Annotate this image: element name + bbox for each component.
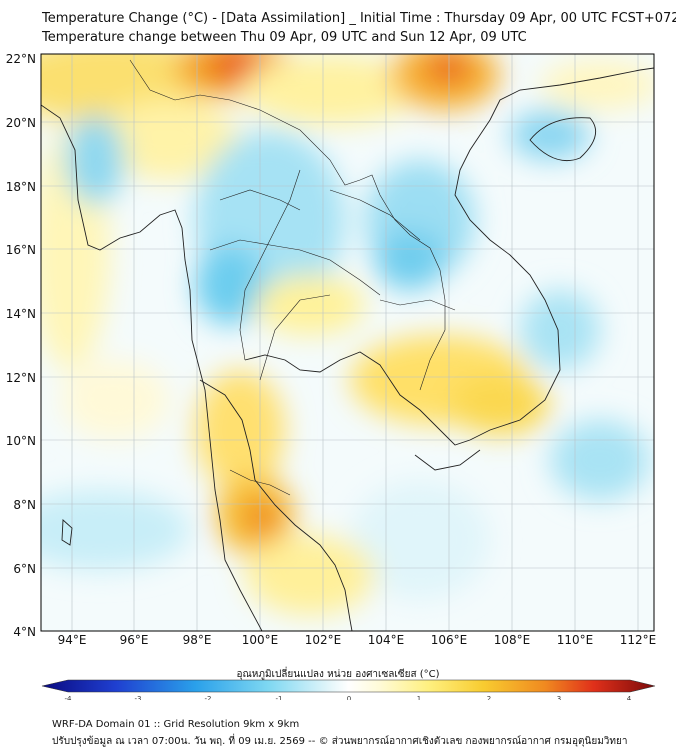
lon-tick-label: 108°E xyxy=(494,633,531,647)
longitude-labels: 94°E 96°E 98°E 100°E 102°E 104°E 106°E 1… xyxy=(58,633,657,647)
lat-tick-label: 22°N xyxy=(6,52,36,66)
colorbar-tick-label: 0 xyxy=(347,695,351,700)
grid-lines xyxy=(41,54,654,631)
map-frame xyxy=(40,53,655,632)
footer-credit: ปรับปรุงข้อมูล ณ เวลา 07:00น. วัน พฤ. ที… xyxy=(52,736,628,747)
lat-tick-label: 8°N xyxy=(13,498,36,512)
colorbar-tick-label: -3 xyxy=(135,695,142,700)
lon-tick-label: 110°E xyxy=(557,633,594,647)
lon-tick-label: 100°E xyxy=(242,633,279,647)
lon-tick-label: 94°E xyxy=(58,633,87,647)
colorbar-tick-label: 2 xyxy=(487,695,491,700)
lon-tick-label: 102°E xyxy=(305,633,342,647)
colorbar-ticks: -4 -3 -2 -1 0 1 2 3 4 xyxy=(65,695,632,700)
colorbar-tick-label: -2 xyxy=(205,695,212,700)
country-borders xyxy=(129,59,456,496)
lat-tick-label: 18°N xyxy=(6,180,36,194)
coastlines xyxy=(41,67,654,631)
colorbar-tick-label: 1 xyxy=(417,695,421,700)
temperature-field xyxy=(41,54,654,631)
colorbar-tick-label: -1 xyxy=(276,695,283,700)
colorbar-gradient xyxy=(41,679,656,693)
map-title: Temperature Change (°C) - [Data Assimila… xyxy=(42,11,676,26)
lon-tick-label: 98°E xyxy=(183,633,212,647)
temperature-change-map: 22°N 20°N 18°N 16°N 14°N 12°N 10°N 8°N 6… xyxy=(6,52,657,700)
colorbar-tick-label: 3 xyxy=(557,695,561,700)
colorbar-tick-label: -4 xyxy=(65,695,73,700)
lat-tick-label: 4°N xyxy=(13,625,36,639)
lon-tick-label: 112°E xyxy=(620,633,657,647)
map-subtitle: Temperature change between Thu 09 Apr, 0… xyxy=(42,30,527,45)
lon-tick-label: 106°E xyxy=(431,633,468,647)
colorbar-title: อุณหภูมิเปลี่ยนแปลง หน่วย องศาเซลเซียส (… xyxy=(236,669,440,680)
lat-tick-label: 20°N xyxy=(6,116,36,130)
lat-tick-label: 6°N xyxy=(13,562,36,576)
colorbar-tick-label: 4 xyxy=(627,695,632,700)
lat-tick-label: 14°N xyxy=(6,307,36,321)
lat-tick-label: 12°N xyxy=(6,371,36,385)
footer-model-info: WRF-DA Domain 01 :: Grid Resolution 9km … xyxy=(52,719,300,730)
latitude-labels: 22°N 20°N 18°N 16°N 14°N 12°N 10°N 8°N 6… xyxy=(6,52,36,639)
lat-tick-label: 10°N xyxy=(6,434,36,448)
lon-tick-label: 104°E xyxy=(368,633,405,647)
lat-tick-label: 16°N xyxy=(6,243,36,257)
lon-tick-label: 96°E xyxy=(120,633,149,647)
colorbar: -4 -3 -2 -1 0 1 2 3 4 xyxy=(41,679,656,700)
